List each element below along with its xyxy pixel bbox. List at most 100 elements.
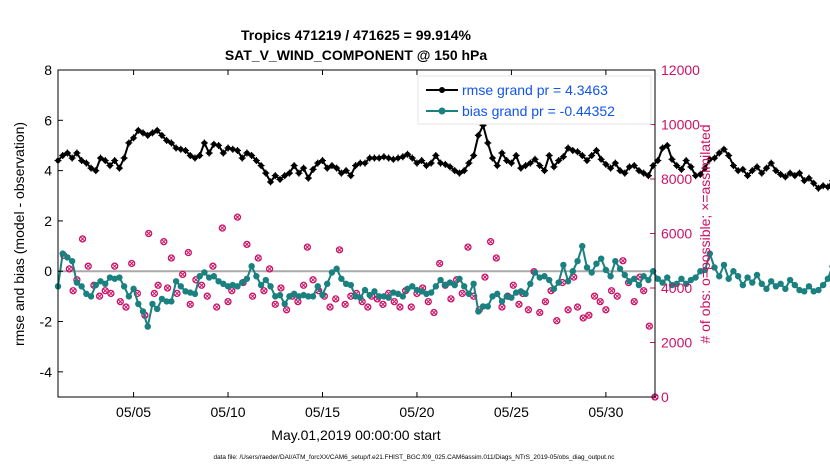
rmse-point-star [597, 155, 605, 163]
obs-count-circle [213, 303, 221, 311]
obs-count-cross [187, 301, 193, 307]
obs-count-point [590, 292, 599, 300]
obs-count-cross [592, 293, 597, 299]
rmse-point-star [507, 159, 515, 167]
bias-point [465, 290, 473, 298]
rmse-point [796, 169, 804, 177]
rmse-point-star [281, 172, 289, 180]
obs-count-cross [437, 261, 442, 266]
rmse-point [441, 160, 449, 168]
rmse-point-star [588, 152, 596, 160]
bias-point [479, 303, 487, 310]
rmse-point-star [441, 160, 449, 168]
obs-count-circle [265, 265, 274, 273]
rmse-point-star [408, 154, 416, 162]
bias-point [276, 291, 284, 299]
rmse-point [342, 167, 350, 175]
x-tick-label: 05/30 [588, 404, 623, 420]
obs-count-cross [284, 307, 289, 313]
rmse-point [309, 165, 317, 173]
obs-count-point [167, 254, 176, 262]
rmse-point-star [139, 129, 147, 137]
bias-point [574, 257, 581, 265]
rmse-point [498, 149, 506, 157]
rmse-point-star [115, 164, 123, 172]
obs-count-circle [596, 297, 604, 306]
obs-count-cross [580, 315, 586, 321]
obs-count-point [179, 270, 187, 279]
rmse-point-star [186, 152, 194, 160]
obs-count-cross [169, 255, 174, 261]
rmse-point-star [300, 164, 308, 172]
obs-count-point [424, 297, 432, 306]
obs-count-circle [492, 254, 500, 262]
obs-count-cross [112, 263, 118, 269]
bias-point [777, 280, 784, 288]
bias-point [489, 293, 496, 300]
obs-count-cross [431, 310, 437, 315]
obs-count-point [481, 273, 489, 281]
rmse-point [630, 162, 638, 170]
legend-rmse-label: rmse grand pr = 4.3463 [462, 82, 608, 98]
rmse-point [243, 149, 251, 157]
bias-point [682, 280, 690, 288]
rmse-point-star [451, 167, 459, 175]
obs-count-cross [155, 282, 161, 288]
obs-count-cross [365, 304, 371, 310]
rmse-point [205, 149, 213, 157]
obs-count-circle [619, 257, 627, 265]
rmse-point-star [380, 153, 388, 161]
legend-bias-label: bias grand pr = -0.44352 [462, 103, 615, 119]
rmse-point-star [352, 162, 360, 170]
rmse-point-star [323, 164, 331, 172]
rmse-point [262, 169, 270, 177]
rmse-point-star [460, 167, 468, 175]
obs-count-cross [333, 296, 339, 302]
obs-count-cross [327, 304, 333, 310]
obs-count-circle [254, 254, 262, 262]
bias-point [168, 298, 175, 305]
rmse-point [97, 154, 105, 162]
obs-count-cross [425, 299, 431, 304]
obs-count-point [186, 300, 194, 309]
rmse-point-star [389, 155, 397, 163]
rmse-point-star [106, 162, 114, 170]
rmse-point [404, 150, 412, 158]
obs-count-point [277, 284, 285, 292]
bias-point [583, 264, 591, 271]
obs-count-cross [482, 274, 488, 280]
bias-point [815, 286, 822, 294]
rmse-point [725, 152, 733, 160]
obs-count-cross [123, 304, 129, 310]
obs-count-point [430, 308, 438, 317]
bias-point [475, 308, 482, 315]
rmse-point [200, 139, 208, 147]
rmse-point [446, 163, 454, 171]
obs-count-cross [493, 255, 499, 261]
obs-count-point [509, 281, 517, 289]
rmse-point-star [644, 172, 652, 180]
rmse-point [772, 167, 780, 175]
x-tick-label: 05/05 [116, 404, 151, 420]
rmse-point-star [295, 169, 303, 177]
obs-count-circle [630, 297, 638, 306]
obs-count-circle [167, 254, 176, 262]
obs-count-point [458, 289, 466, 298]
y-axis-left-label: rmse and bias (model - observation) [11, 122, 27, 346]
y-left-tick-label: 6 [44, 112, 52, 128]
rmse-point [267, 178, 275, 186]
obs-count-point [233, 213, 242, 221]
rmse-point-star [470, 152, 478, 160]
obs-count-circle [515, 300, 523, 309]
obs-count-circle [233, 213, 242, 221]
rmse-point-star [729, 162, 737, 170]
bias-point [328, 269, 336, 276]
rmse-point [762, 164, 770, 172]
rmse-point [753, 163, 761, 171]
obs-count-cross [586, 312, 592, 318]
rmse-point-star [309, 165, 317, 173]
rmse-point [814, 184, 822, 192]
obs-count-cross [261, 288, 267, 294]
rmse-point-star [635, 167, 643, 175]
